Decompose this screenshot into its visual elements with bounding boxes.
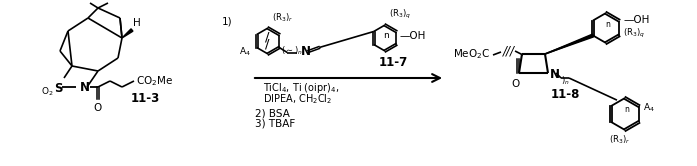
Text: O: O bbox=[93, 103, 101, 113]
Text: —OH: —OH bbox=[623, 15, 650, 25]
Text: 2) BSA: 2) BSA bbox=[255, 108, 290, 118]
Text: ///: /// bbox=[503, 44, 515, 57]
Text: (R$_3$)$_q$: (R$_3$)$_q$ bbox=[389, 8, 411, 21]
Text: 11-7: 11-7 bbox=[378, 56, 408, 69]
Text: N: N bbox=[550, 68, 560, 81]
Text: /: / bbox=[265, 38, 269, 50]
Text: N: N bbox=[80, 81, 90, 93]
Polygon shape bbox=[545, 34, 594, 54]
Text: /: / bbox=[265, 31, 269, 43]
Text: 11-8: 11-8 bbox=[551, 87, 580, 100]
Text: S: S bbox=[54, 82, 62, 94]
Text: O: O bbox=[511, 79, 519, 89]
Text: n: n bbox=[625, 106, 629, 115]
Text: 3) TBAF: 3) TBAF bbox=[255, 119, 296, 129]
Text: 11-3: 11-3 bbox=[130, 91, 160, 105]
Text: n: n bbox=[606, 19, 611, 29]
Text: —OH: —OH bbox=[399, 31, 425, 41]
Text: )$_n$: )$_n$ bbox=[561, 75, 569, 87]
Text: CO$_2$Me: CO$_2$Me bbox=[136, 74, 174, 88]
Text: (R$_3$)$_q$: (R$_3$)$_q$ bbox=[623, 26, 645, 40]
Text: n: n bbox=[383, 31, 389, 40]
Text: MeO$_2$C: MeO$_2$C bbox=[453, 47, 490, 61]
Text: DIPEA, CH$_2$Cl$_2$: DIPEA, CH$_2$Cl$_2$ bbox=[263, 92, 332, 106]
Text: TiCl$_4$, Ti (oipr)$_4$,: TiCl$_4$, Ti (oipr)$_4$, bbox=[263, 81, 339, 95]
Text: A$_4$: A$_4$ bbox=[643, 102, 655, 114]
Text: ($\sim$)$_n$: ($\sim$)$_n$ bbox=[282, 44, 303, 57]
Text: (R$_3$)$_r$: (R$_3$)$_r$ bbox=[272, 11, 293, 24]
Text: H: H bbox=[133, 18, 141, 28]
Text: N: N bbox=[301, 45, 312, 58]
Polygon shape bbox=[122, 29, 133, 38]
Text: (R$_3$)$_r$: (R$_3$)$_r$ bbox=[609, 134, 631, 147]
Text: 1): 1) bbox=[222, 16, 233, 26]
Text: A$_4$: A$_4$ bbox=[239, 46, 251, 58]
Text: O$_2$: O$_2$ bbox=[40, 86, 53, 98]
